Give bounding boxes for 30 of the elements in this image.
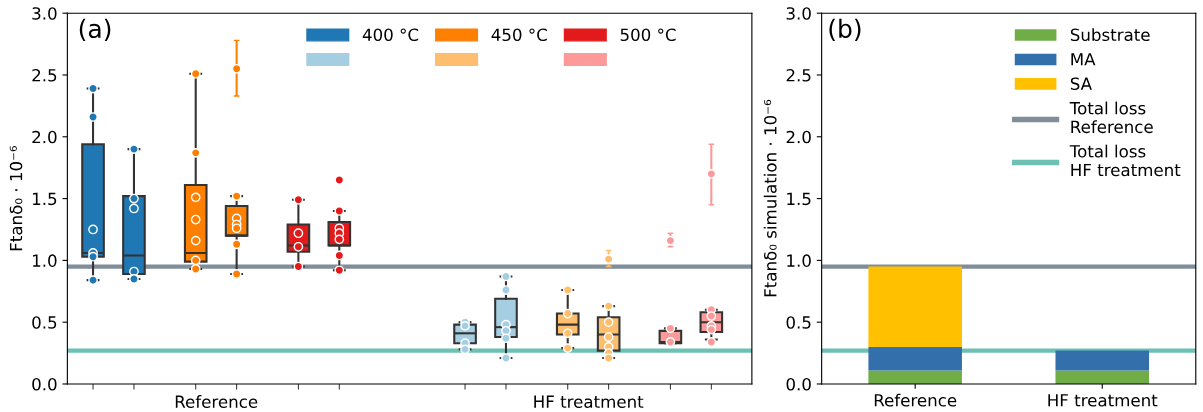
- y-tick-label: 1.0: [787, 254, 811, 267]
- y-tick-label: 0.0: [32, 377, 57, 391]
- legend-label: Total loss HF treatment: [1069, 144, 1181, 177]
- y-tick-label: 2.0: [786, 130, 811, 144]
- y-tick-label: 0.5: [786, 316, 811, 329]
- y-tick-label: 3.0: [786, 7, 811, 20]
- legend-label: Total loss Reference: [1069, 101, 1153, 134]
- legend-label: 500 °C: [620, 28, 676, 42]
- x-tick-label: HF treatment: [1048, 394, 1158, 407]
- y-tick-label: 0.5: [32, 316, 57, 329]
- annotation: (b): [829, 18, 861, 42]
- annotation: (a): [79, 18, 111, 42]
- y-axis-title: Ftanδ₀ simulation · 10⁻⁶: [763, 99, 777, 297]
- x-tick-label: HF treatment: [534, 395, 644, 408]
- y-tick-label: 1.5: [787, 192, 811, 206]
- y-tick-label: 1.5: [32, 192, 57, 206]
- legend-label: Substrate: [1070, 28, 1150, 42]
- x-tick-label: Reference: [874, 393, 957, 407]
- y-tick-label: 2.5: [786, 68, 811, 82]
- legend-label: SA: [1070, 77, 1092, 91]
- y-tick-label: 0.0: [786, 377, 811, 391]
- x-tick-label: Reference: [175, 395, 258, 408]
- legend-label: 450 °C: [491, 28, 547, 42]
- legend-label: 400 °C: [362, 28, 419, 42]
- y-tick-label: 2.5: [32, 68, 57, 82]
- y-tick-label: 1.0: [32, 254, 57, 267]
- legend-label: MA: [1071, 53, 1096, 66]
- y-tick-label: 2.0: [32, 130, 57, 144]
- y-axis-title: Ftanδ₀ · 10⁻⁶: [9, 145, 23, 251]
- y-tick-label: 3.0: [32, 7, 57, 20]
